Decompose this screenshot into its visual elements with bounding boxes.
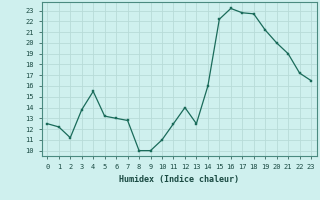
X-axis label: Humidex (Indice chaleur): Humidex (Indice chaleur) <box>119 175 239 184</box>
